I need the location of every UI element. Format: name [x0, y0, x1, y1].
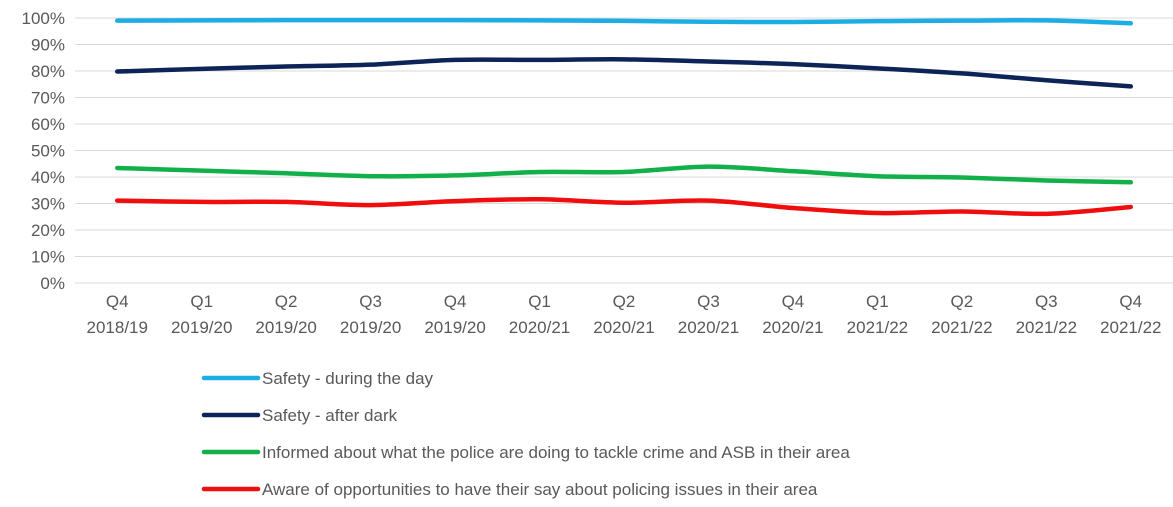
series-line-2	[114, 57, 1134, 89]
legend: Safety - during the day Safety - after da…	[201, 369, 850, 499]
legend-item: Safety - after dark	[201, 406, 398, 425]
x-tick-label-quarter: Q2	[275, 292, 298, 311]
y-tick-label: 70%	[31, 89, 65, 108]
x-tick-label-year: 2019/20	[255, 318, 316, 337]
x-tick-label-year: 2021/22	[931, 318, 992, 337]
x-tick-label-quarter: Q3	[697, 292, 720, 311]
series-line-3	[114, 164, 1134, 185]
x-tick-label-year: 2021/22	[847, 318, 908, 337]
x-tick-label-year: 2020/21	[509, 318, 570, 337]
x-tick-label-quarter: Q4	[106, 292, 129, 311]
x-tick-label-year: 2019/20	[340, 318, 401, 337]
y-axis-tick-labels: 0% 10% 20% 30% 40% 50% 60% 70% 80% 90% 100%	[22, 9, 65, 293]
legend-label: Safety - during the day	[262, 369, 434, 388]
x-tick-label-year: 2019/20	[171, 318, 232, 337]
x-tick-label-year: 2021/22	[1100, 318, 1161, 337]
x-tick-label-year: 2019/20	[424, 318, 485, 337]
legend-label: Safety - after dark	[262, 406, 398, 425]
x-tick-label-quarter: Q1	[866, 292, 889, 311]
y-tick-label: 60%	[31, 115, 65, 134]
x-tick-label-year: 2020/21	[593, 318, 654, 337]
y-tick-label: 50%	[31, 142, 65, 161]
legend-item: Informed about what the police are doing…	[201, 443, 850, 462]
x-tick-label-quarter: Q1	[528, 292, 551, 311]
series-line-4	[114, 196, 1134, 217]
y-tick-label: 90%	[31, 36, 65, 55]
x-tick-label-quarter: Q2	[613, 292, 636, 311]
y-tick-label: 20%	[31, 221, 65, 240]
y-tick-label: 100%	[22, 9, 65, 28]
x-tick-label-year: 2021/22	[1016, 318, 1077, 337]
series-lines	[114, 17, 1134, 217]
x-tick-label-quarter: Q3	[359, 292, 382, 311]
legend-label: Aware of opportunities to have their say…	[262, 480, 818, 499]
y-tick-label: 40%	[31, 168, 65, 187]
x-tick-label-year: 2018/19	[87, 318, 148, 337]
legend-label: Informed about what the police are doing…	[262, 443, 850, 462]
x-tick-label-year: 2020/21	[762, 318, 823, 337]
x-tick-label-year: 2020/21	[678, 318, 739, 337]
series-line-1	[114, 17, 1134, 26]
legend-item: Safety - during the day	[201, 369, 434, 388]
x-tick-label-quarter: Q1	[190, 292, 213, 311]
y-tick-label: 10%	[31, 248, 65, 267]
x-tick-label-quarter: Q3	[1035, 292, 1058, 311]
y-tick-label: 80%	[31, 62, 65, 81]
y-tick-label: 30%	[31, 195, 65, 214]
x-axis-tick-labels: Q4 2018/19 Q1 2019/20 Q2 2019/20 Q3 2019/20 Q4 20…	[87, 292, 1162, 337]
x-tick-label-quarter: Q2	[951, 292, 974, 311]
x-tick-label-quarter: Q4	[782, 292, 805, 311]
x-tick-label-quarter: Q4	[444, 292, 467, 311]
legend-item: Aware of opportunities to have their say…	[201, 480, 818, 499]
x-tick-label-quarter: Q4	[1119, 292, 1142, 311]
y-tick-label: 0%	[40, 274, 65, 293]
